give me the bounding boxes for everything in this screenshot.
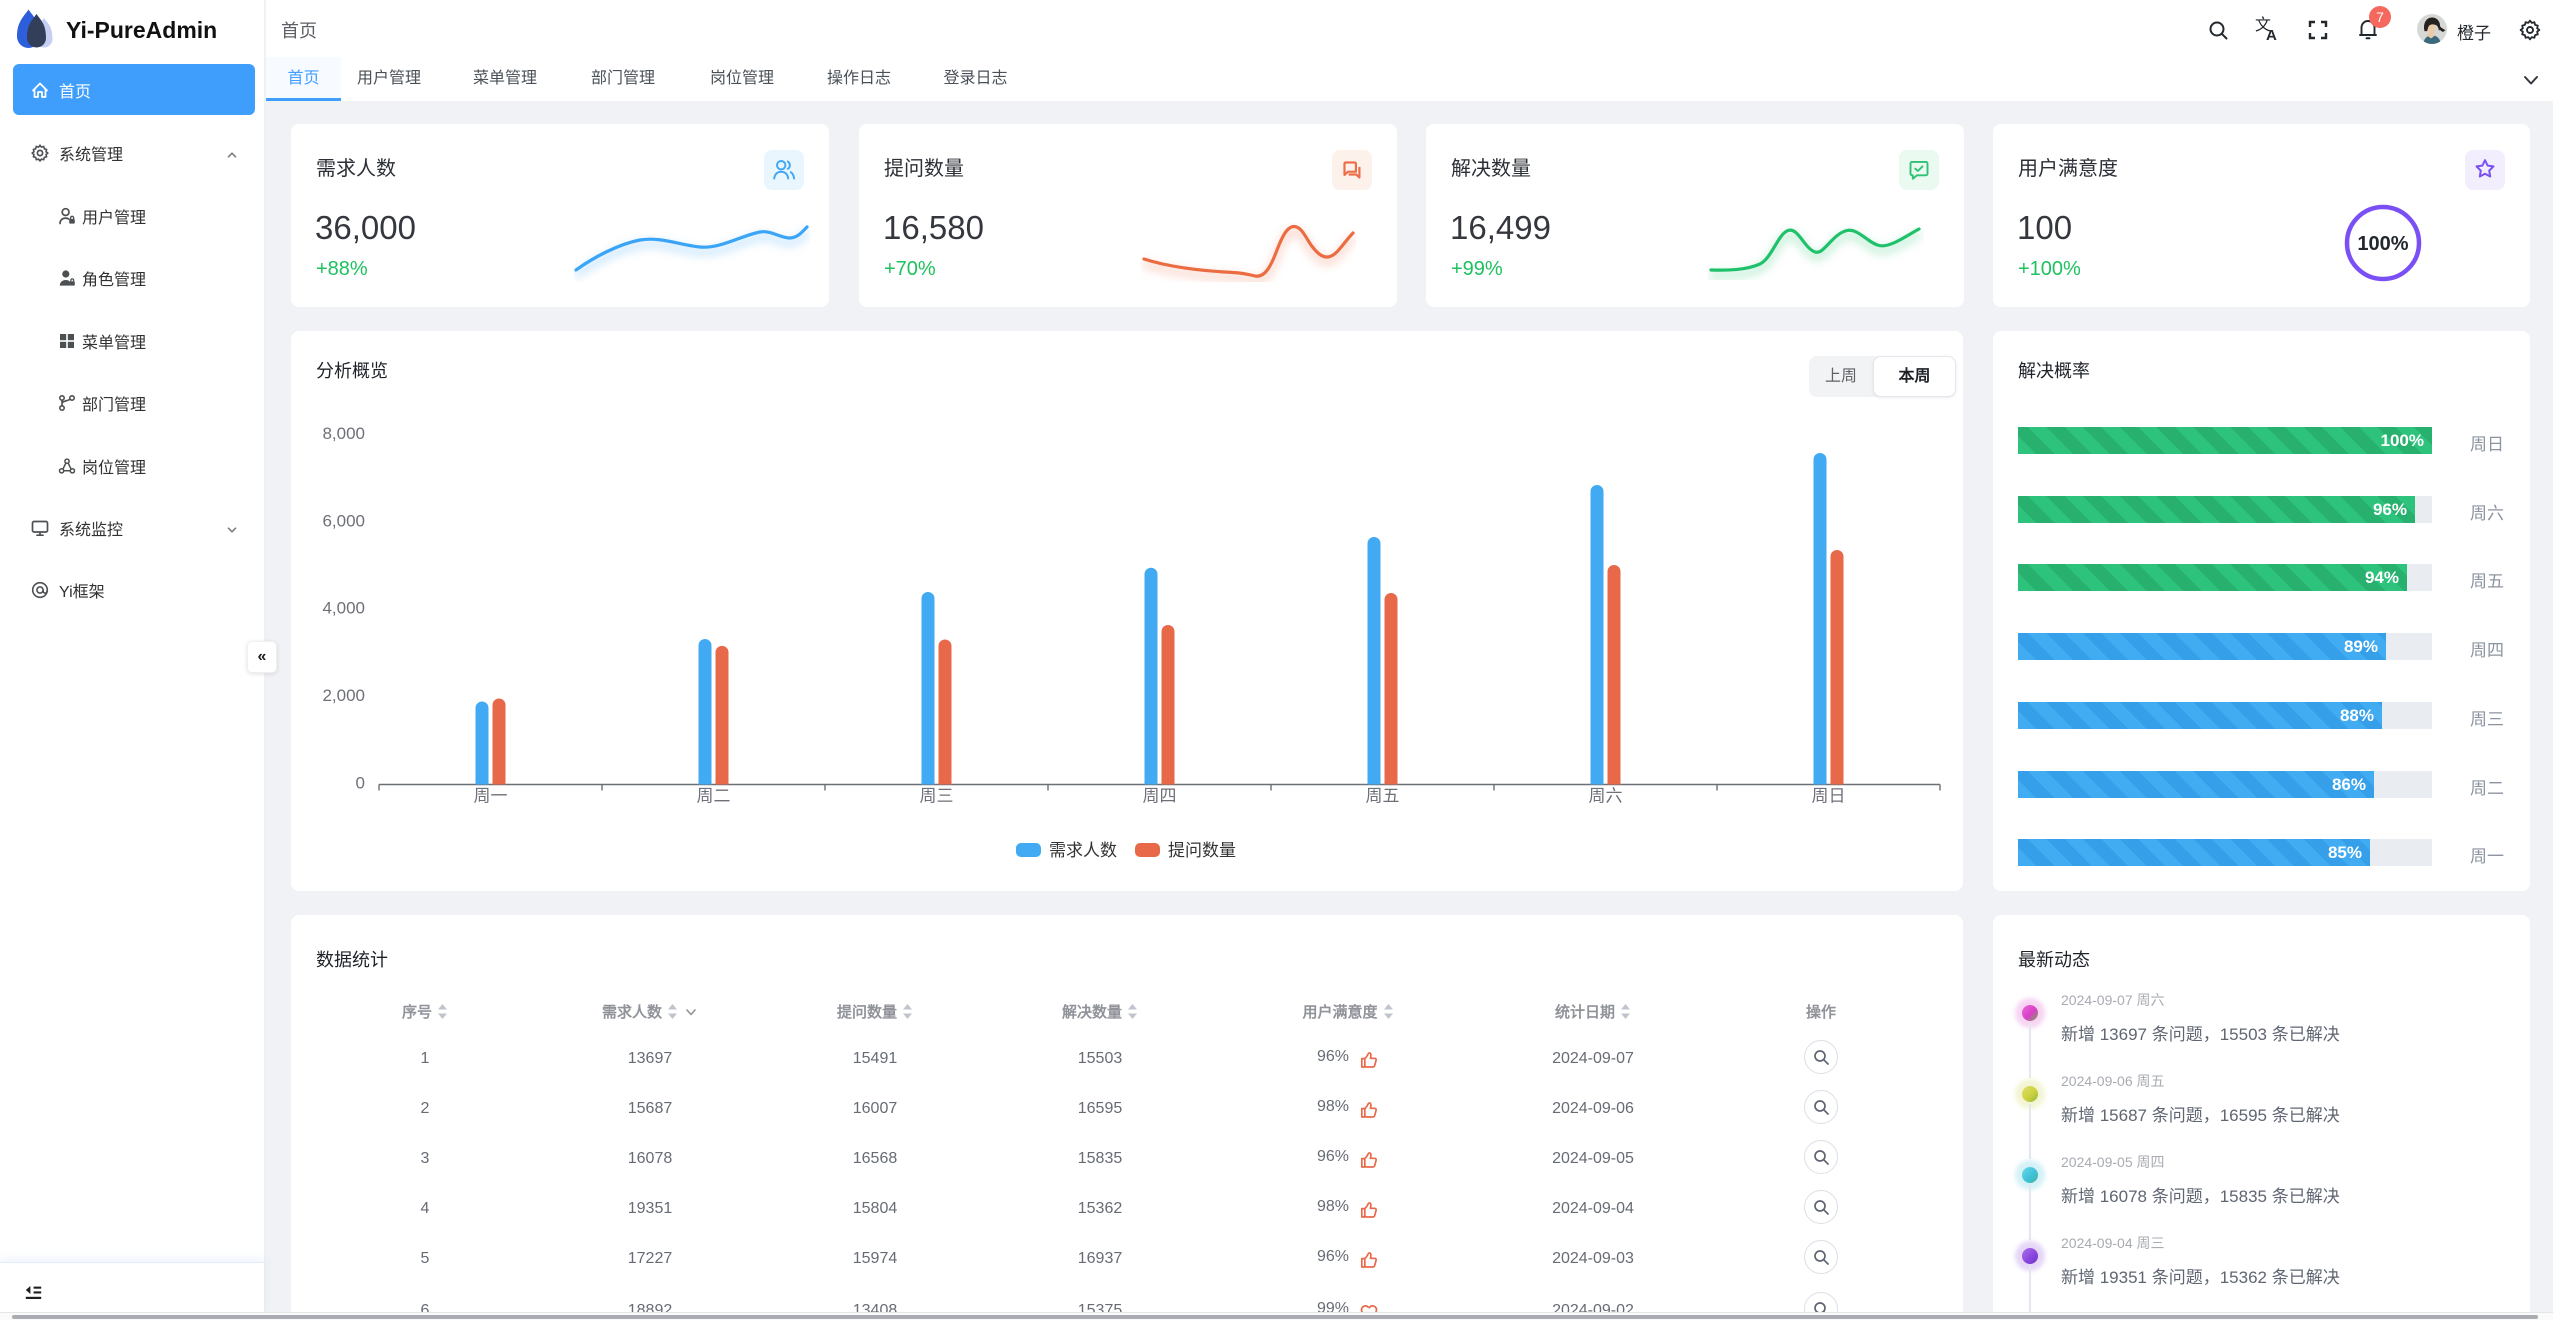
- svg-text:周六: 周六: [1589, 787, 1623, 806]
- svg-text:2,000: 2,000: [322, 686, 365, 705]
- svg-text:周四: 周四: [1143, 787, 1177, 806]
- svg-text:8,000: 8,000: [322, 424, 365, 443]
- svg-text:周二: 周二: [697, 787, 731, 806]
- svg-text:A: A: [2266, 27, 2277, 42]
- svg-text:0: 0: [356, 774, 365, 793]
- svg-text:周五: 周五: [1366, 787, 1400, 806]
- svg-text:周三: 周三: [920, 787, 954, 806]
- svg-text:100%: 100%: [2357, 233, 2408, 255]
- svg-text:周日: 周日: [1812, 787, 1846, 806]
- svg-text:周一: 周一: [474, 787, 508, 806]
- svg-text:4,000: 4,000: [322, 599, 365, 618]
- svg-text:提问数量: 提问数量: [1168, 841, 1236, 860]
- svg-text:文: 文: [2255, 16, 2271, 34]
- svg-text:6,000: 6,000: [322, 511, 365, 530]
- svg-text:需求人数: 需求人数: [1049, 841, 1117, 860]
